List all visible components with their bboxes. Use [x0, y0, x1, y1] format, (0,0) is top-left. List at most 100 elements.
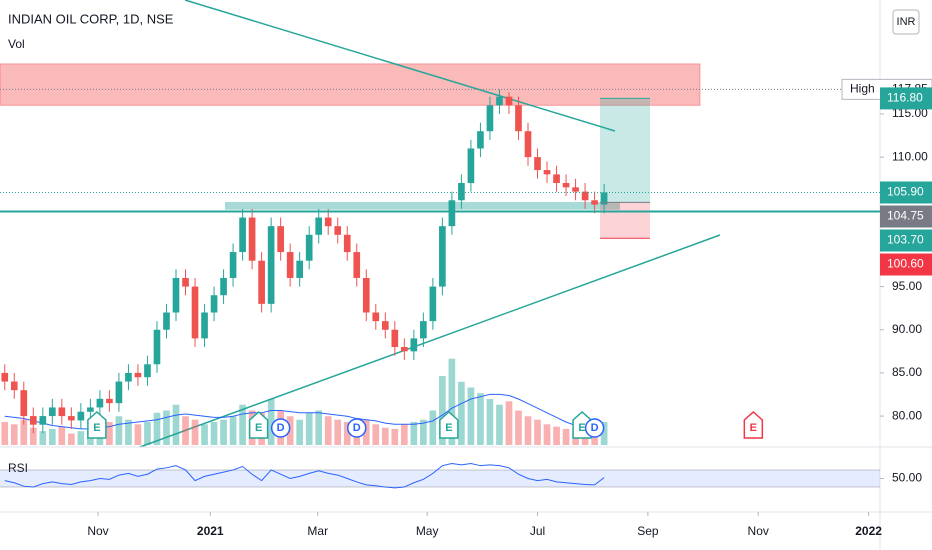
volume-bar	[182, 416, 189, 445]
price-badge	[880, 229, 932, 252]
candle-body	[467, 148, 475, 184]
candle-body	[486, 105, 494, 132]
volume-bar	[505, 401, 513, 445]
volume-label: Vol	[8, 37, 25, 51]
y-tick-label: 110.00	[892, 149, 928, 163]
candle-body	[277, 226, 284, 253]
candle-body	[600, 192, 608, 205]
event-label: E	[578, 422, 585, 434]
trend-line	[184, 0, 616, 132]
candle-body	[267, 226, 275, 304]
price-badge-label: 104.75	[887, 209, 924, 223]
candle-body	[524, 131, 532, 158]
x-tick-label: Jul	[530, 524, 545, 538]
candle-body	[439, 226, 446, 287]
candle-body	[581, 191, 589, 201]
support-zone	[225, 201, 620, 210]
volume-bar	[429, 410, 437, 445]
candle-body	[210, 295, 218, 313]
event-label: D	[353, 422, 361, 434]
candle-body	[400, 347, 408, 352]
volume-bar	[286, 416, 294, 445]
x-tick-label: Nov	[748, 524, 769, 538]
volume-bar	[125, 419, 132, 445]
candle-body	[362, 277, 370, 313]
price-badge	[880, 205, 932, 228]
volume-bar	[543, 424, 551, 445]
volume-bar	[10, 424, 18, 445]
candle-body	[372, 312, 380, 322]
candle-body	[315, 217, 323, 235]
resistance-zone	[0, 63, 701, 106]
volume-bar	[496, 404, 503, 445]
candle-body	[58, 407, 66, 417]
rsi-line	[4, 463, 605, 489]
candle-body	[115, 381, 123, 404]
volume-bar	[163, 410, 170, 445]
volume-bar	[58, 426, 66, 445]
volume-bar	[362, 419, 370, 445]
event-label: E	[255, 422, 262, 434]
candle-body	[534, 157, 541, 171]
volume-bar	[562, 428, 570, 445]
candle-body	[562, 183, 570, 188]
earnings-icon	[87, 410, 107, 439]
candle-body	[429, 286, 437, 322]
currency-label: INR	[897, 16, 916, 28]
volume-bar	[372, 424, 380, 445]
volume-bar	[467, 387, 475, 445]
volume-bar	[400, 424, 408, 445]
volume-bar	[448, 358, 456, 445]
x-tick-label: 2021	[197, 524, 224, 538]
candle-body	[258, 260, 265, 304]
price-badge	[880, 87, 932, 110]
volume-bar	[77, 431, 85, 445]
volume-bar	[239, 404, 246, 445]
event-label: D	[591, 422, 599, 434]
candle-body	[515, 105, 522, 132]
candle-body	[286, 252, 294, 278]
candle-body	[496, 96, 503, 106]
volume-bar	[115, 416, 123, 445]
candle-body	[29, 416, 37, 425]
volume-bar	[153, 412, 161, 445]
candle-body	[381, 321, 389, 330]
candle-body	[334, 226, 342, 235]
y-tick-label: 115.00	[892, 106, 928, 120]
x-tick-label: 2022	[855, 524, 882, 538]
x-tick-label: Mar	[307, 524, 328, 538]
volume-bar	[439, 376, 446, 445]
volume-bar	[220, 419, 227, 445]
event-label: E	[445, 422, 452, 434]
candle-body	[96, 398, 104, 408]
candle-body	[572, 187, 579, 192]
dividend-icon	[347, 418, 367, 438]
candle-body	[343, 234, 351, 253]
candle-body	[182, 277, 189, 287]
candle-body	[125, 372, 132, 382]
volume-bar	[477, 393, 484, 445]
volume-bar	[343, 422, 351, 445]
high-name: High	[850, 82, 875, 96]
volume-bar	[229, 416, 237, 445]
candle-body	[229, 252, 237, 278]
candle-body	[134, 372, 142, 378]
volume-bar	[172, 404, 180, 445]
volume-bar	[524, 416, 532, 445]
earnings-icon	[743, 410, 764, 439]
candle-body	[296, 260, 304, 278]
candle-body	[1, 372, 9, 382]
candle-body	[553, 174, 560, 184]
currency-badge[interactable]	[892, 9, 920, 35]
rsi-tick-label: 50.00	[892, 471, 922, 485]
volume-bar	[486, 399, 494, 445]
volume-bar	[410, 422, 418, 445]
price-badge-label: 105.90	[887, 185, 924, 199]
volume-bar	[201, 424, 208, 445]
y-tick-label: 95.00	[892, 279, 922, 293]
volume-bar	[600, 422, 608, 445]
volume-bar	[191, 419, 199, 445]
candle-body	[48, 407, 56, 417]
candle-body	[477, 131, 484, 149]
